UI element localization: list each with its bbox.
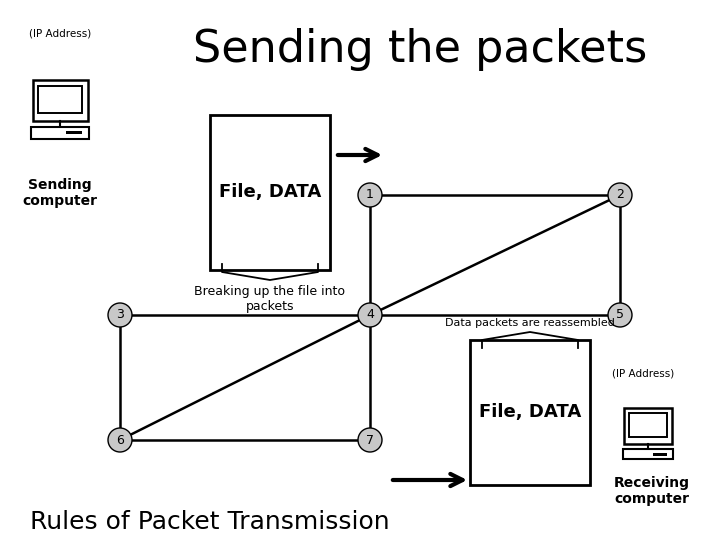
Bar [32, 80, 88, 122]
Text: (IP Address): (IP Address) [612, 368, 674, 378]
Text: Data packets are reassembled: Data packets are reassembled [445, 318, 615, 328]
Bar [653, 453, 667, 456]
Text: 7: 7 [366, 434, 374, 447]
Text: Breaking up the file into
packets: Breaking up the file into packets [194, 285, 346, 313]
Bar [624, 408, 672, 444]
Text: Receiving
computer: Receiving computer [614, 476, 690, 506]
Circle shape [608, 183, 632, 207]
Bar [210, 115, 330, 270]
Circle shape [358, 183, 382, 207]
Bar [623, 449, 673, 460]
Text: Sending the packets: Sending the packets [193, 28, 647, 71]
Circle shape [608, 303, 632, 327]
Text: 3: 3 [116, 308, 124, 321]
Text: 5: 5 [616, 308, 624, 321]
Circle shape [108, 303, 132, 327]
Text: File, DATA: File, DATA [479, 403, 581, 422]
Circle shape [108, 428, 132, 452]
Text: 4: 4 [366, 308, 374, 321]
Circle shape [358, 303, 382, 327]
Circle shape [358, 428, 382, 452]
Text: 1: 1 [366, 188, 374, 201]
Bar [38, 85, 82, 113]
Text: File, DATA: File, DATA [219, 184, 321, 201]
Text: (IP Address): (IP Address) [29, 28, 91, 38]
Text: Sending
computer: Sending computer [22, 178, 97, 208]
Text: Rules of Packet Transmission: Rules of Packet Transmission [30, 510, 390, 534]
Text: 6: 6 [116, 434, 124, 447]
Bar [31, 127, 89, 139]
Bar [470, 340, 590, 485]
Bar [66, 131, 82, 134]
Bar [629, 413, 667, 437]
Text: 2: 2 [616, 188, 624, 201]
